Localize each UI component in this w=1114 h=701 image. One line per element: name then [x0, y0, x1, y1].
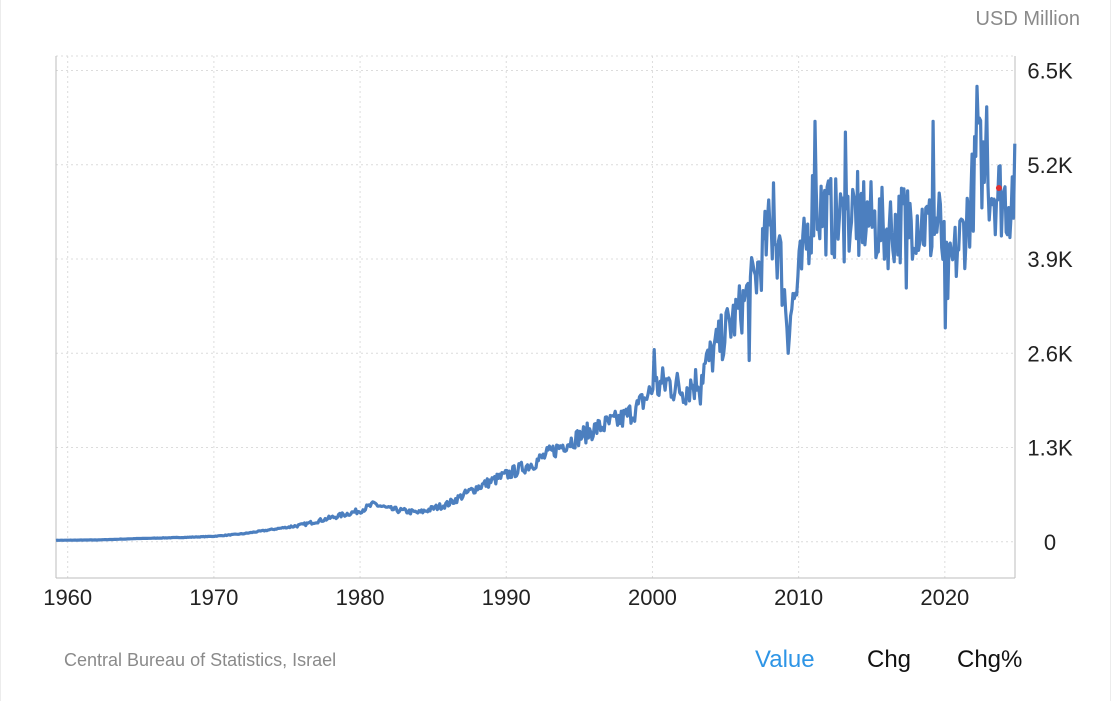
y-tick-label: 0 — [1044, 530, 1056, 555]
y-tick-label: 3.9K — [1027, 247, 1073, 272]
grid-lines — [56, 55, 1015, 578]
x-tick-label: 2010 — [774, 585, 823, 610]
x-tick-label: 2020 — [920, 585, 969, 610]
y-axis-ticks: 0 1.3K 2.6K 3.9K 5.2K 6.5K — [1027, 59, 1073, 555]
y-tick-label: 5.2K — [1027, 153, 1073, 178]
x-tick-label: 1980 — [336, 585, 385, 610]
axis-lines — [55, 56, 1016, 579]
y-tick-label: 6.5K — [1027, 59, 1073, 84]
line-chart: 0 1.3K 2.6K 3.9K 5.2K 6.5K 1960 1970 1980 1990 20… — [43, 55, 1073, 610]
series-value — [55, 84, 1017, 542]
last-point-marker — [995, 184, 1002, 191]
series-value-line — [55, 84, 1017, 542]
unit-label: USD Million — [975, 8, 1080, 30]
x-tick-label: 1990 — [482, 585, 531, 610]
source-label: Central Bureau of Statistics, Israel — [64, 650, 337, 670]
x-tick-label: 1970 — [189, 585, 238, 610]
x-axis-ticks: 1960 1970 1980 1990 2000 2010 2020 — [43, 585, 969, 610]
tab-chg[interactable]: Chg — [867, 646, 912, 673]
frame-left-border — [0, 0, 1, 701]
tab-chg-percent[interactable]: Chg% — [957, 646, 1023, 673]
frame-right-border — [1110, 0, 1111, 701]
y-tick-label: 1.3K — [1027, 436, 1073, 461]
x-tick-label: 1960 — [43, 585, 92, 610]
tab-value[interactable]: Value — [755, 646, 815, 673]
y-tick-label: 2.6K — [1027, 341, 1073, 366]
x-tick-label: 2000 — [628, 585, 677, 610]
